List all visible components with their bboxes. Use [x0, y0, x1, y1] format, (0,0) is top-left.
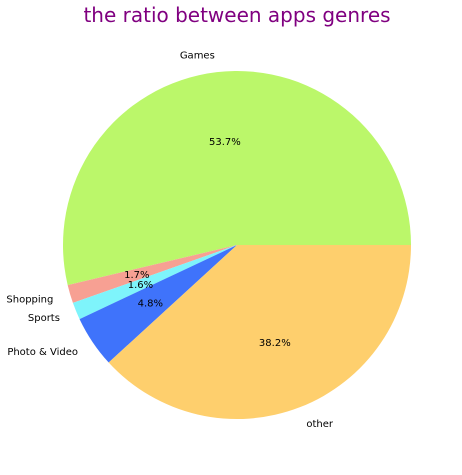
- slice-label-photo-video: Photo & Video: [7, 347, 78, 358]
- chart-title: the ratio between apps genres: [83, 3, 390, 27]
- slice-label-games: Games: [180, 50, 215, 61]
- slice-label-shopping: Shopping: [6, 294, 53, 305]
- pie-slice-shopping: [67, 245, 237, 303]
- slice-label-other: other: [306, 419, 334, 430]
- pct-label-other: 38.2%: [259, 338, 291, 349]
- pie-slice-photo-video: [79, 245, 237, 363]
- pct-label-shopping: 1.7%: [124, 270, 149, 281]
- pie-slice-games: [62, 70, 411, 286]
- pie-slice-other: [108, 245, 411, 419]
- pct-label-games: 53.7%: [209, 137, 241, 148]
- pie-labels: Games 53.7% Shopping 1.7% Sports 1.6% Photo & …: [6, 50, 333, 430]
- pie-slices: [62, 70, 411, 419]
- pie-slice-sports: [72, 245, 237, 320]
- pct-label-sports: 1.6%: [128, 280, 153, 291]
- slice-label-sports: Sports: [28, 313, 60, 324]
- pct-label-photo-video: 4.8%: [138, 299, 163, 310]
